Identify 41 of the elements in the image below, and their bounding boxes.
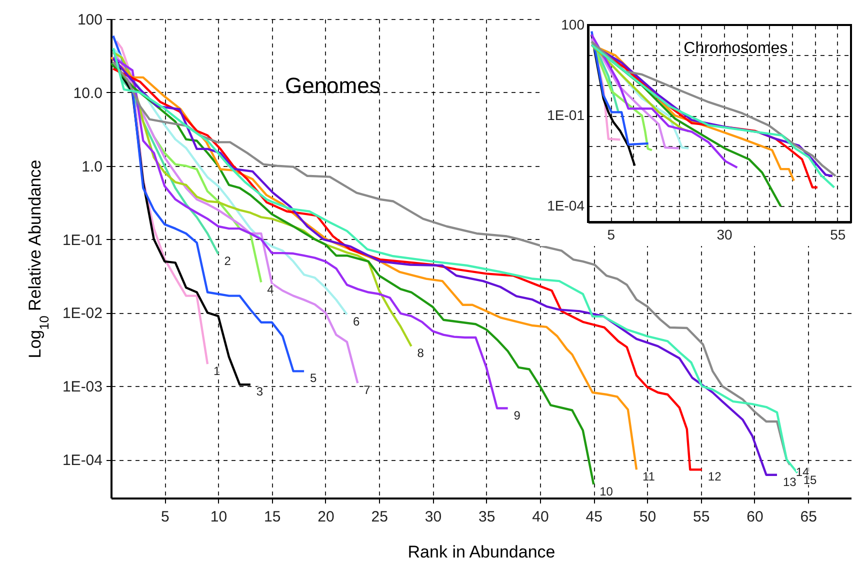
y-tick-label: 100	[77, 12, 102, 28]
x-tick-label: 45	[586, 508, 602, 526]
y-tick-label: 10.0	[73, 84, 102, 102]
series-label: 3	[256, 384, 264, 399]
series-label: 9	[514, 408, 521, 422]
x-tick-label: 20	[318, 508, 334, 526]
x-tick-label: 60	[746, 508, 764, 526]
x-tick-label: 5	[607, 226, 616, 242]
text: Chromosomes	[684, 40, 788, 57]
series-label: 5	[310, 371, 318, 386]
x-tick-label: 35	[478, 508, 496, 526]
x-tick-label: 40	[532, 508, 549, 526]
x-tick-label: 55	[830, 226, 846, 242]
text: Genomes	[284, 73, 380, 98]
x-tick-label: 65	[800, 508, 817, 526]
y-tick-label: 1E-04	[547, 198, 585, 214]
series-label: 13	[783, 474, 797, 489]
x-tick-label: 55	[693, 508, 710, 526]
y-tick-label: 1E-01	[62, 232, 102, 249]
x-axis-title: Rank in Abundance	[408, 542, 556, 562]
x-tick-label: 15	[264, 508, 281, 526]
series-label: 1	[214, 364, 221, 378]
series-label: 10	[600, 484, 614, 498]
y-tick-label: 1.0	[82, 158, 102, 176]
series-label: 2	[224, 254, 232, 268]
x-tick-label: 30	[424, 508, 442, 526]
y-tick-label: 1E-01	[547, 107, 585, 124]
y-tick-label: 100	[561, 16, 585, 32]
x-tick-label: 10	[210, 508, 228, 526]
series-label: 11	[642, 470, 656, 484]
series-label: 4	[267, 282, 274, 296]
x-tick-label: 50	[639, 508, 656, 526]
series-label: 6	[352, 314, 360, 328]
series-label: 12	[708, 470, 722, 484]
series-label: 8	[417, 346, 424, 360]
y-tick-label: 1E-04	[62, 452, 102, 470]
y-tick-label: 1E-03	[62, 378, 102, 396]
x-tick-label: 5	[160, 508, 170, 526]
x-tick-label: 25	[371, 508, 388, 526]
y-tick-label: 1E-02	[62, 305, 102, 322]
x-tick-label: 30	[716, 226, 733, 242]
